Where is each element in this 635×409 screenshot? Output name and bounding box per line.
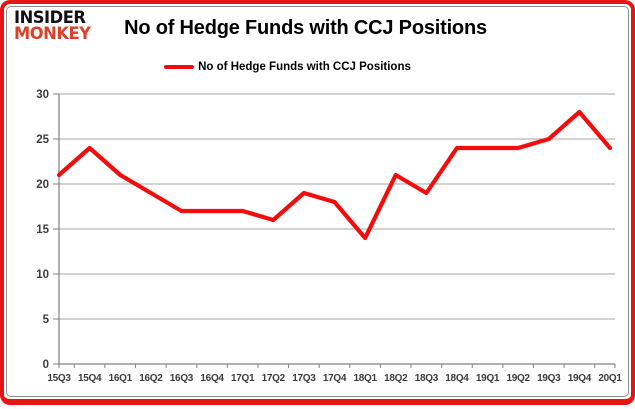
x-tick-label: 19Q3 <box>537 373 561 384</box>
x-tick-label: 17Q4 <box>323 373 347 384</box>
y-tick-label: 10 <box>36 269 49 281</box>
x-tick-label: 16Q3 <box>170 373 194 384</box>
legend-label: No of Hedge Funds with CCJ Positions <box>198 61 411 73</box>
x-tick-label: 16Q4 <box>200 373 224 384</box>
x-tick-label: 19Q1 <box>476 373 500 384</box>
y-tick-label: 5 <box>43 314 50 326</box>
legend: No of Hedge Funds with CCJ Positions <box>0 61 601 73</box>
x-tick-label: 18Q2 <box>384 373 408 384</box>
x-tick-label: 20Q1 <box>598 373 622 384</box>
x-tick-label: 16Q1 <box>109 373 133 384</box>
title-row: No of Hedge Funds with CCJ Positions <box>0 17 619 40</box>
x-tick-label: 17Q2 <box>262 373 286 384</box>
y-tick-label: 0 <box>43 359 49 371</box>
x-tick-label: 15Q3 <box>47 373 71 384</box>
x-tick-label: 15Q4 <box>78 373 102 384</box>
y-tick-label: 15 <box>36 224 49 236</box>
logo-line-monkey: MONKEY <box>14 23 91 44</box>
series-line-0 <box>56 109 613 241</box>
logo-line-insider: INSIDER <box>14 8 86 28</box>
y-tick-label: 25 <box>36 134 49 146</box>
insider-monkey-logo: INSIDER MONKEY <box>14 8 91 44</box>
chart-area-border <box>6 6 629 397</box>
chart-title: No of Hedge Funds with CCJ Positions <box>124 17 487 39</box>
x-tick-label: 19Q2 <box>507 373 531 384</box>
legend-line-swatch <box>164 65 195 69</box>
x-tick-label: 19Q4 <box>568 373 592 384</box>
x-tick-label: 18Q4 <box>445 373 469 384</box>
x-tick-label: 16Q2 <box>139 373 163 384</box>
y-tick-label: 20 <box>36 179 49 191</box>
y-tick-label: 30 <box>36 89 49 101</box>
x-tick-label: 18Q3 <box>415 373 439 384</box>
x-tick-label: 17Q3 <box>292 373 316 384</box>
x-tick-label: 18Q1 <box>353 373 377 384</box>
chart-canvas: 0 5 10 15 20 25 30 15Q3 15Q4 16Q1 16Q2 16Q3 16Q4 17Q1… <box>36 89 622 384</box>
x-tick-label: 17Q1 <box>231 373 255 384</box>
